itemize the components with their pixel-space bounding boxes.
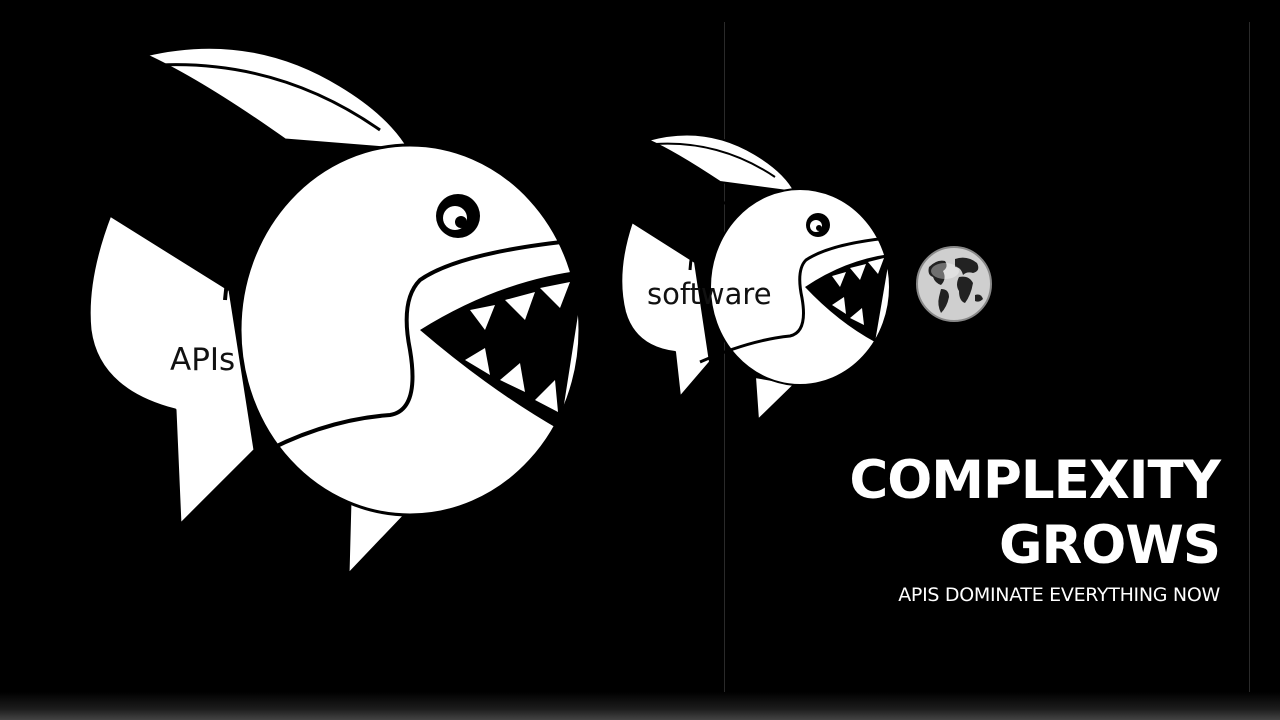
slide-title: COMPLEXITY GROWS bbox=[740, 448, 1221, 578]
big-fish-icon bbox=[87, 45, 585, 577]
globe-icon bbox=[916, 246, 992, 322]
title-line-1: COMPLEXITY bbox=[849, 450, 1221, 511]
medium-fish-icon bbox=[620, 133, 891, 421]
title-panel bbox=[724, 22, 1250, 710]
slide-subtitle: APIS DOMINATE EVERYTHING NOW bbox=[898, 584, 1220, 606]
bottom-gradient bbox=[0, 692, 1280, 720]
medium-fish-label: software bbox=[647, 277, 772, 311]
big-fish-label: APIs bbox=[170, 342, 236, 378]
title-line-2: GROWS bbox=[998, 515, 1221, 576]
